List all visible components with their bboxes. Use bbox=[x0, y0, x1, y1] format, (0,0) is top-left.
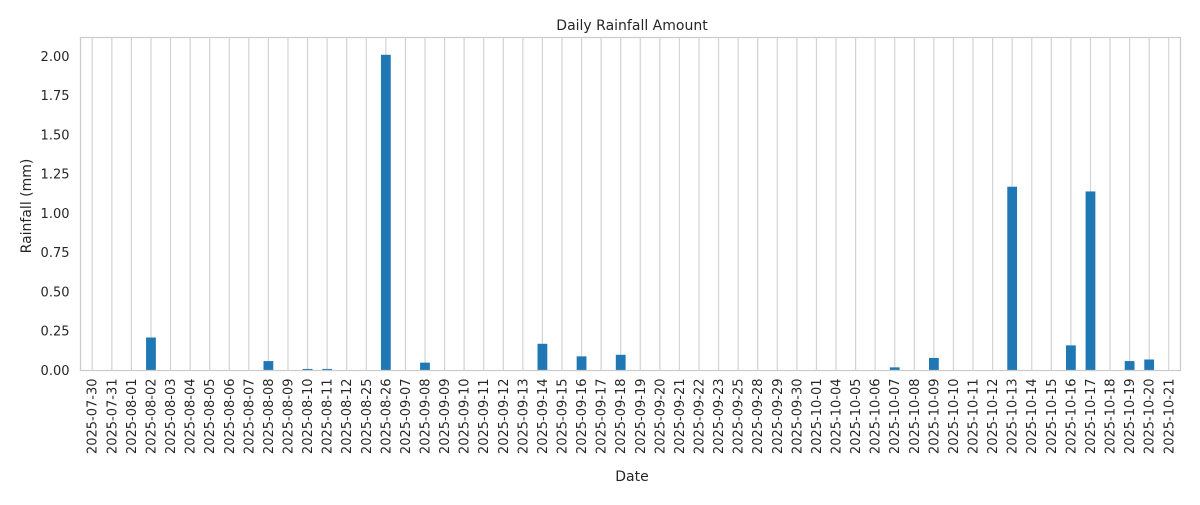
x-tick-label: 2025-09-29 bbox=[771, 379, 786, 455]
y-tick-label: 1.00 bbox=[41, 207, 70, 222]
x-tick-label: 2025-08-10 bbox=[301, 379, 316, 455]
y-tick-label: 0.25 bbox=[41, 325, 70, 340]
x-tick-label: 2025-09-22 bbox=[693, 379, 708, 455]
rainfall-bar bbox=[615, 354, 626, 371]
x-tick-label: 2025-09-20 bbox=[653, 379, 668, 455]
rainfall-bar bbox=[263, 361, 274, 371]
rainfall-bar bbox=[1085, 191, 1096, 371]
x-tick-label: 2025-10-15 bbox=[1045, 379, 1060, 455]
rainfall-bar bbox=[420, 362, 430, 371]
x-tick-label: 2025-09-23 bbox=[712, 379, 727, 455]
x-tick-label: 2025-10-10 bbox=[947, 379, 962, 455]
x-axis-label: Date bbox=[615, 469, 648, 485]
y-tick-label: 1.50 bbox=[41, 128, 70, 143]
x-tick-label: 2025-09-15 bbox=[555, 379, 570, 455]
x-tick-label: 2025-08-12 bbox=[340, 379, 355, 455]
x-tick-label: 2025-10-01 bbox=[810, 379, 825, 455]
rainfall-bar bbox=[380, 54, 391, 371]
x-tick-label: 2025-09-19 bbox=[634, 379, 649, 455]
x-tick-label: 2025-08-02 bbox=[144, 379, 159, 455]
x-tick-label: 2025-10-18 bbox=[1104, 379, 1119, 455]
y-tick-label: 0.50 bbox=[41, 285, 70, 300]
rainfall-bar bbox=[1144, 359, 1155, 371]
y-tick-label: 1.75 bbox=[41, 89, 70, 104]
x-tick-label: 2025-08-05 bbox=[203, 379, 218, 455]
y-tick-label: 0.75 bbox=[41, 246, 70, 261]
x-tick-label: 2025-10-13 bbox=[1006, 379, 1021, 455]
x-tick-label: 2025-09-14 bbox=[536, 379, 551, 455]
x-tick-label: 2025-09-17 bbox=[595, 379, 610, 455]
x-tick-label: 2025-09-13 bbox=[516, 379, 531, 455]
x-tick-label: 2025-09-30 bbox=[790, 379, 805, 455]
y-tick-labels: 0.00 0.25 0.50 0.75 1.00 1.25 1.50 1.75 2.00 bbox=[41, 50, 70, 379]
rainfall-bar bbox=[1124, 361, 1135, 371]
x-tick-label: 2025-10-12 bbox=[986, 379, 1001, 455]
x-tick-label: 2025-10-14 bbox=[1025, 379, 1040, 455]
rainfall-bar bbox=[889, 367, 900, 371]
x-tick-label: 2025-09-08 bbox=[418, 379, 433, 455]
x-tick-label: 2025-10-04 bbox=[830, 379, 845, 455]
x-tick-label: 2025-09-07 bbox=[399, 379, 414, 455]
x-tick-label: 2025-09-21 bbox=[673, 379, 688, 455]
x-tick-label: 2025-08-03 bbox=[164, 379, 179, 455]
x-tick-label: 2025-09-16 bbox=[575, 379, 590, 455]
rainfall-bar bbox=[146, 337, 156, 371]
x-tick-label: 2025-09-18 bbox=[614, 379, 629, 455]
x-tick-label: 2025-10-05 bbox=[849, 379, 864, 455]
y-tick-label: 2.00 bbox=[41, 50, 70, 65]
x-tick-label: 2025-09-28 bbox=[751, 379, 766, 455]
x-tick-label: 2025-07-31 bbox=[105, 379, 120, 455]
x-tick-label: 2025-09-10 bbox=[458, 379, 473, 455]
x-tick-label: 2025-10-07 bbox=[888, 379, 903, 455]
x-tick-label: 2025-10-06 bbox=[869, 379, 884, 455]
x-tick-label: 2025-10-08 bbox=[908, 379, 923, 455]
x-tick-label: 2025-08-01 bbox=[125, 379, 140, 455]
x-tick-label: 2025-08-07 bbox=[242, 379, 257, 455]
x-tick-label: 2025-09-12 bbox=[497, 379, 512, 455]
rainfall-bar bbox=[576, 356, 587, 371]
x-tick-label: 2025-08-04 bbox=[184, 379, 199, 455]
x-tick-label: 2025-09-09 bbox=[438, 379, 453, 455]
x-tick-label: 2025-10-11 bbox=[967, 379, 982, 455]
rainfall-bar bbox=[928, 357, 939, 371]
rainfall-bar bbox=[537, 343, 548, 371]
y-tick-label: 1.25 bbox=[41, 168, 70, 183]
x-tick-label: 2025-10-09 bbox=[927, 379, 942, 455]
x-tick-label: 2025-10-17 bbox=[1084, 379, 1099, 455]
bar-layer bbox=[146, 54, 1155, 371]
x-tick-label: 2025-09-25 bbox=[732, 379, 747, 455]
x-tick-label: 2025-10-16 bbox=[1064, 379, 1079, 455]
y-axis-label: Rainfall (mm) bbox=[19, 159, 35, 254]
x-tick-label: 2025-07-30 bbox=[86, 379, 101, 455]
x-tick-label: 2025-08-09 bbox=[281, 379, 296, 455]
x-tick-labels: 2025-07-30 2025-07-31 2025-08-01 2025-08-02… bbox=[86, 379, 1178, 455]
x-tick-label: 2025-08-06 bbox=[223, 379, 238, 455]
plot-frame bbox=[79, 36, 1182, 372]
x-tick-label: 2025-09-11 bbox=[477, 379, 492, 455]
rainfall-bar bbox=[302, 368, 313, 371]
x-tick-label: 2025-08-25 bbox=[360, 379, 375, 455]
x-tick-label: 2025-10-19 bbox=[1123, 379, 1138, 455]
x-tick-label: 2025-10-21 bbox=[1162, 379, 1177, 455]
rainfall-bar bbox=[1065, 345, 1076, 371]
rainfall-bar bbox=[322, 368, 333, 371]
x-tick-label: 2025-08-08 bbox=[262, 379, 277, 455]
x-tick-label: 2025-08-11 bbox=[321, 379, 336, 455]
x-tick-label: 2025-08-26 bbox=[379, 379, 394, 455]
rainfall-bar bbox=[1007, 186, 1018, 371]
x-tick-label: 2025-10-20 bbox=[1143, 379, 1158, 455]
y-tick-label: 0.00 bbox=[41, 364, 70, 379]
chart-title: Daily Rainfall Amount bbox=[556, 18, 708, 34]
grid-layer bbox=[91, 37, 1170, 371]
